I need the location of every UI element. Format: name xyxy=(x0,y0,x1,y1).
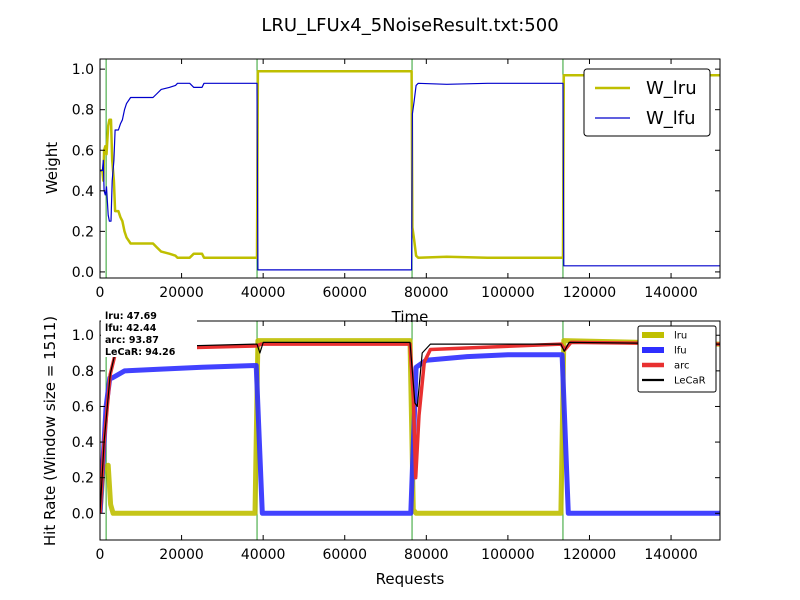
hit-rate-plot-lines xyxy=(100,321,720,540)
legend-label-lecar: LeCaR xyxy=(674,376,706,387)
stats-line: LeCaR: 94.26 xyxy=(105,347,176,358)
hit-rate-subplot: 0 20000 40000 60000 80000 100000 120000 140000 0… xyxy=(72,309,721,563)
weight-subplot: 0 20000 40000 60000 80000 100000 120000 140000 0… xyxy=(72,58,721,301)
hit-rate-axes-frame xyxy=(99,320,721,541)
weight-xtick-label: 0 xyxy=(96,285,105,301)
stats-line: arc: 93.87 xyxy=(105,335,159,346)
weight-axes-frame xyxy=(99,58,721,279)
weight-xlabel: Time xyxy=(391,308,429,326)
hit-rate-xtick-label: 120000 xyxy=(563,547,616,563)
weight-ytick-label: 0.4 xyxy=(72,184,94,200)
weight-ytick-label: 0.2 xyxy=(72,224,94,240)
weight-ytick-label: 0.6 xyxy=(72,143,94,159)
hit-rate-xtick-label: 40000 xyxy=(241,547,286,563)
hit-rate-ytick-label: 0.4 xyxy=(72,435,94,451)
hit-rate-ytick-label: 0.6 xyxy=(72,399,94,415)
weight-ytick-label: 0.0 xyxy=(72,265,94,281)
hit-rate-xtick-label: 100000 xyxy=(481,547,534,563)
weight-series-w_lru xyxy=(100,69,720,259)
weight-series-w_lfu xyxy=(100,82,720,271)
hit-rate-ytick-label: 0.8 xyxy=(72,364,94,380)
hit-rate-xtick-label: 0 xyxy=(96,547,105,563)
legend-label-lfu: lfu xyxy=(674,346,687,357)
weight-ytick-label: 1.0 xyxy=(72,62,94,78)
hit-rate-ylabel: Hit Rate (Window size = 1511) xyxy=(41,316,59,546)
hit-rate-ytick-label: 1.0 xyxy=(72,328,94,344)
legend-label-arc: arc xyxy=(674,361,690,372)
weight-xtick-label: 80000 xyxy=(404,285,449,301)
hit-rate-series-lru xyxy=(100,338,720,516)
weight-xtick-label: 60000 xyxy=(322,285,367,301)
hit-rate-xtick-label: 20000 xyxy=(159,547,204,563)
hit-rate-xtick-label: 140000 xyxy=(644,547,697,563)
stats-box-bg xyxy=(101,309,197,357)
legend-label-w_lru: W_lru xyxy=(646,78,697,99)
weight-xtick-label: 120000 xyxy=(563,285,616,301)
weight-xtick-label: 20000 xyxy=(159,285,204,301)
weight-legend: W_lru W_lfu xyxy=(583,68,711,137)
weight-plot-lines xyxy=(100,59,720,278)
weight-ytick-label: 0.8 xyxy=(72,103,94,119)
hit-rate-ytick-label: 0.0 xyxy=(72,506,94,522)
legend-label-w_lfu: W_lfu xyxy=(646,108,696,129)
legend-label-lru: lru xyxy=(674,331,687,342)
weight-ylabel: Weight xyxy=(43,142,61,194)
hit-rate-legend-box xyxy=(637,325,717,393)
stats-line: lru: 47.69 xyxy=(105,311,157,322)
hit-rate-ytick-label: 0.2 xyxy=(72,471,94,487)
hit-rate-series-lecar xyxy=(100,341,720,514)
weight-xtick-label: 40000 xyxy=(241,285,286,301)
weight-legend-box xyxy=(583,68,711,137)
figure-title: LRU_LFUx4_5NoiseResult.txt:500 xyxy=(261,15,558,36)
hit-rate-xtick-label: 80000 xyxy=(404,547,449,563)
stats-line: lfu: 42.44 xyxy=(105,323,157,334)
hit-rate-xtick-label: 60000 xyxy=(322,547,367,563)
hit-rate-xlabel: Requests xyxy=(376,570,445,588)
weight-xtick-label: 100000 xyxy=(481,285,534,301)
weight-xtick-label: 140000 xyxy=(644,285,697,301)
hit-rate-legend: lru lfu arc LeCaR xyxy=(637,325,717,393)
